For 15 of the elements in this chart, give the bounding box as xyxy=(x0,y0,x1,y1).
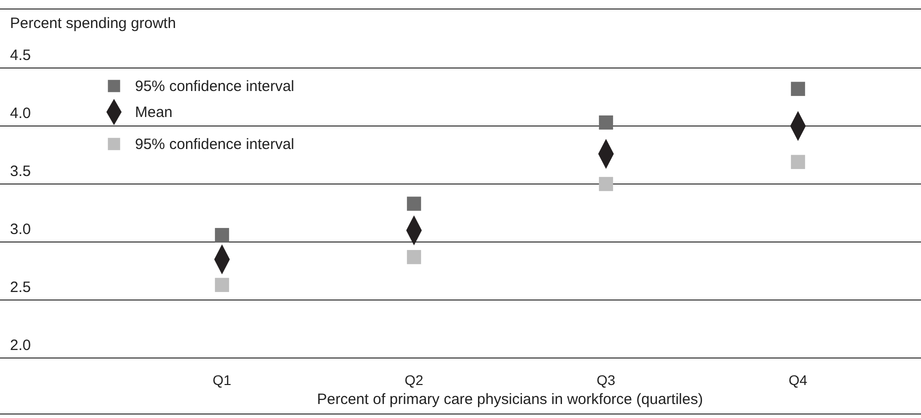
x-tick-label: Q2 xyxy=(404,372,424,388)
y-tick-label: 2.5 xyxy=(10,279,31,296)
y-tick-label: 2.0 xyxy=(10,337,31,354)
x-axis-title: Percent of primary care physicians in workforce (quartiles) xyxy=(317,391,703,408)
y-tick-label: 4.5 xyxy=(10,47,31,64)
x-tick-label: Q1 xyxy=(212,372,232,388)
x-tick-label: Q3 xyxy=(596,372,616,388)
y-tick-label: 3.5 xyxy=(10,163,31,180)
y-tick-label: 4.0 xyxy=(10,105,31,122)
legend-label: 95% confidence interval xyxy=(135,78,294,95)
legend-label: 95% confidence interval xyxy=(135,136,294,153)
legend-label: Mean xyxy=(135,104,173,121)
y-axis-title: Percent spending growth xyxy=(10,15,176,32)
y-tick-label: 3.0 xyxy=(10,221,31,238)
x-tick-label: Q4 xyxy=(788,372,808,388)
